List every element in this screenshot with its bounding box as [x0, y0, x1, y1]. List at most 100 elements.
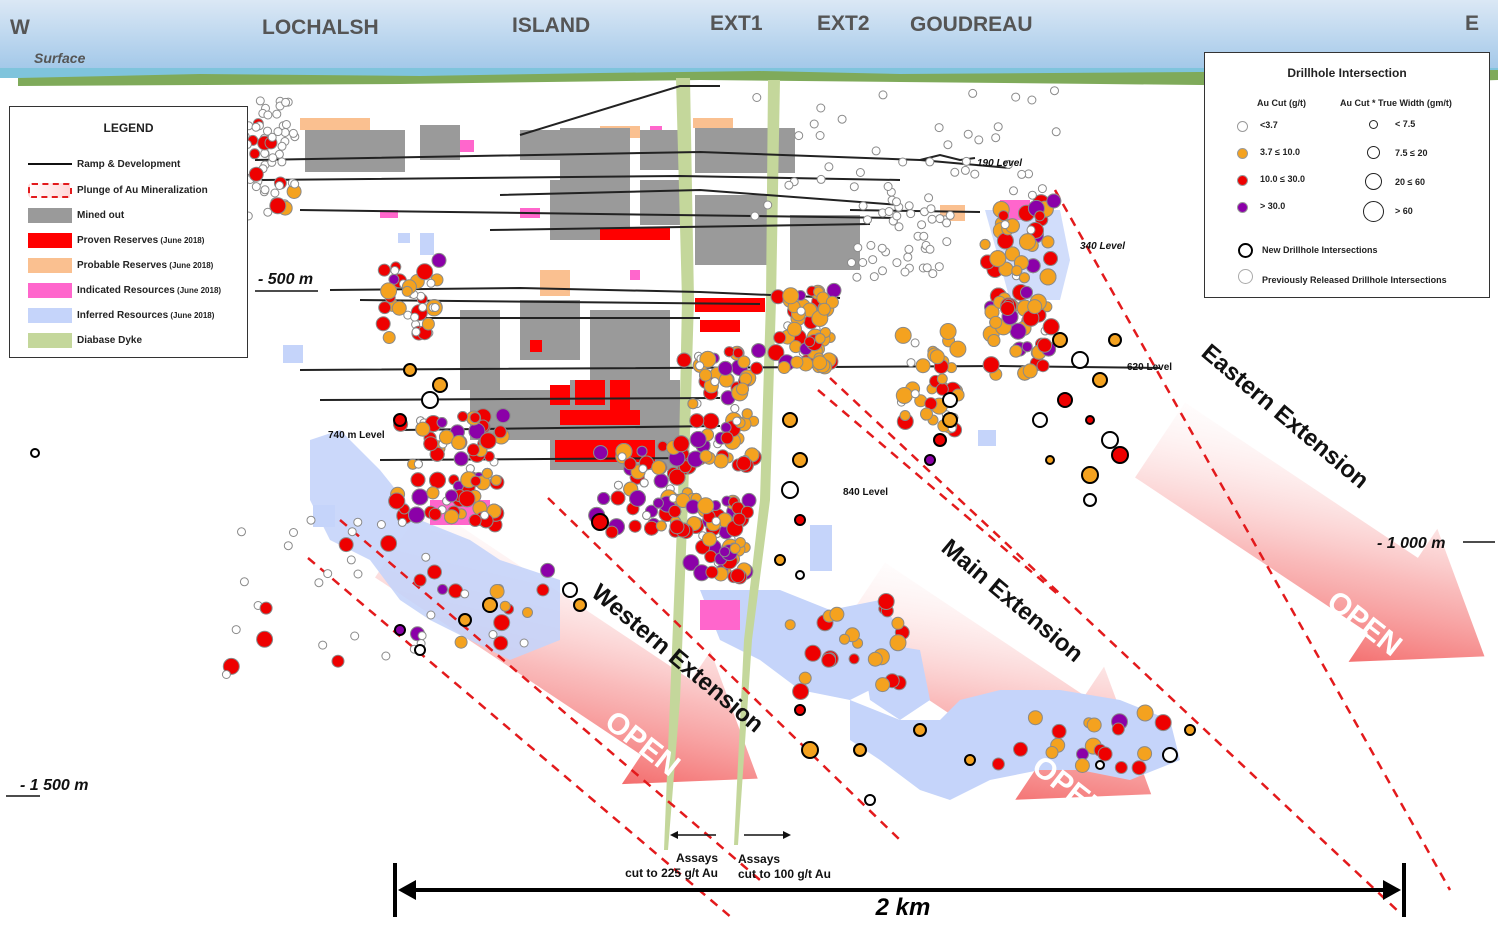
drillhole-marker: [989, 315, 1003, 329]
drillhole-marker: [866, 240, 876, 250]
drillhole-marker: [468, 513, 482, 527]
drillhole-marker: [1041, 235, 1055, 249]
drillhole-marker: [1131, 760, 1147, 776]
drillhole-marker: [269, 197, 287, 215]
drillhole-marker: [610, 490, 626, 506]
drillhole-marker: [1013, 741, 1028, 757]
drillhole-marker: [490, 474, 502, 486]
drillhole-marker: [699, 368, 712, 382]
drillhole-marker: [837, 114, 847, 124]
drillhole-marker: [732, 416, 742, 426]
drillhole-marker: [479, 432, 497, 450]
drillhole-marker: [613, 480, 623, 490]
zone-island: ISLAND: [512, 14, 590, 37]
drillhole-marker: [1184, 724, 1196, 736]
drillhole-marker: [732, 347, 744, 359]
drillhole-marker: [787, 321, 802, 337]
drillhole-marker: [801, 741, 819, 759]
legend-item-label: Ramp & Development: [77, 158, 181, 170]
drillhole-marker: [470, 475, 482, 487]
drillhole-marker: [774, 554, 786, 566]
drillhole-marker: [730, 404, 740, 413]
grade-swatch-mid: [1237, 148, 1248, 159]
drillhole-marker: [892, 211, 902, 221]
drillhole-marker: [695, 361, 705, 371]
drillhole-marker: [804, 336, 816, 348]
drillhole-marker: [1083, 493, 1097, 507]
drillhole-marker: [239, 577, 249, 587]
drillhole-marker: [935, 214, 945, 224]
drillhole-marker: [353, 517, 363, 527]
drillhole-marker: [482, 597, 498, 613]
drillhole-marker: [804, 644, 822, 662]
drillhole-marker: [877, 593, 895, 610]
au-cut-header: Au Cut (g/t): [1257, 98, 1306, 108]
drillhole-marker: [268, 153, 278, 163]
drillhole-marker: [277, 141, 287, 151]
drillhole-marker: [638, 464, 648, 474]
drillhole-marker: [451, 435, 467, 450]
drillhole-marker: [877, 243, 887, 253]
drillhole-marker: [899, 410, 911, 421]
width-label-3: 20 ≤ 60: [1395, 177, 1425, 187]
drillhole-marker: [636, 445, 648, 457]
grade-swatch-very-high: [1237, 202, 1248, 213]
drillhole-marker: [416, 263, 434, 281]
drillhole-marker: [436, 417, 448, 428]
drillhole-marker: [922, 263, 932, 273]
drillhole-marker: [1037, 184, 1047, 194]
drillhole-marker: [281, 97, 291, 107]
drillhole-marker: [809, 119, 819, 129]
drillhole-marker: [795, 570, 805, 580]
legend-item: Mined out: [28, 207, 124, 223]
drillhole-marker: [824, 162, 834, 172]
drillhole-marker: [376, 520, 386, 529]
drillhole-marker: [655, 520, 667, 532]
legend-item-label: Proven Reserves (June 2018): [77, 234, 205, 246]
legend-item-label: Plunge of Au Mineralization: [77, 184, 208, 196]
drillhole-marker: [817, 302, 831, 316]
drillhole-marker: [429, 471, 446, 489]
drillhole-marker: [397, 517, 407, 527]
drillhole-marker: [493, 425, 507, 439]
drillhole-marker: [1101, 431, 1119, 449]
drillhole-marker: [591, 513, 609, 531]
depth-1000: - 1 000 m: [1377, 535, 1445, 552]
drillhole-marker: [1095, 760, 1105, 770]
drillhole-legend-title: Drillhole Intersection: [1287, 66, 1407, 80]
drillhole-marker: [540, 562, 556, 578]
drillhole-marker: [260, 185, 270, 195]
drillhole-marker: [867, 651, 883, 667]
drillhole-marker: [432, 377, 448, 393]
drillhole-marker: [963, 129, 973, 139]
assay-right-line1: Assays: [738, 852, 780, 866]
level-340: 340 Level: [1080, 241, 1125, 252]
drillhole-marker: [904, 244, 914, 254]
drillhole-marker: [288, 128, 298, 138]
width-swatch-2: [1367, 146, 1380, 159]
drillhole-marker: [849, 182, 859, 192]
drillhole-marker: [928, 269, 938, 279]
drillhole-marker: [617, 452, 627, 462]
level-840: 840 Level: [843, 487, 888, 498]
drillhole-marker: [427, 564, 442, 580]
drillhole-marker: [864, 794, 876, 806]
drillhole-marker: [493, 635, 509, 651]
drillhole-marker: [925, 157, 935, 167]
drillhole-marker: [878, 266, 887, 276]
drillhole-marker: [773, 331, 787, 345]
drillhole-marker: [898, 157, 908, 167]
drillhole-marker: [1045, 455, 1055, 465]
drillhole-marker: [289, 528, 298, 537]
legend-dashed-swatch: [28, 182, 72, 198]
drillhole-marker: [391, 300, 407, 316]
legend-color-swatch: [28, 207, 72, 223]
drillhole-marker: [251, 122, 261, 132]
drillhole-marker: [964, 754, 976, 766]
drillhole-marker: [736, 455, 752, 471]
assay-right-line2: cut to 100 g/t Au: [738, 867, 831, 881]
drillhole-marker: [798, 671, 812, 685]
drillhole-marker: [408, 506, 425, 524]
legend-item-label: Mined out: [77, 209, 125, 221]
drillhole-marker: [970, 169, 980, 179]
